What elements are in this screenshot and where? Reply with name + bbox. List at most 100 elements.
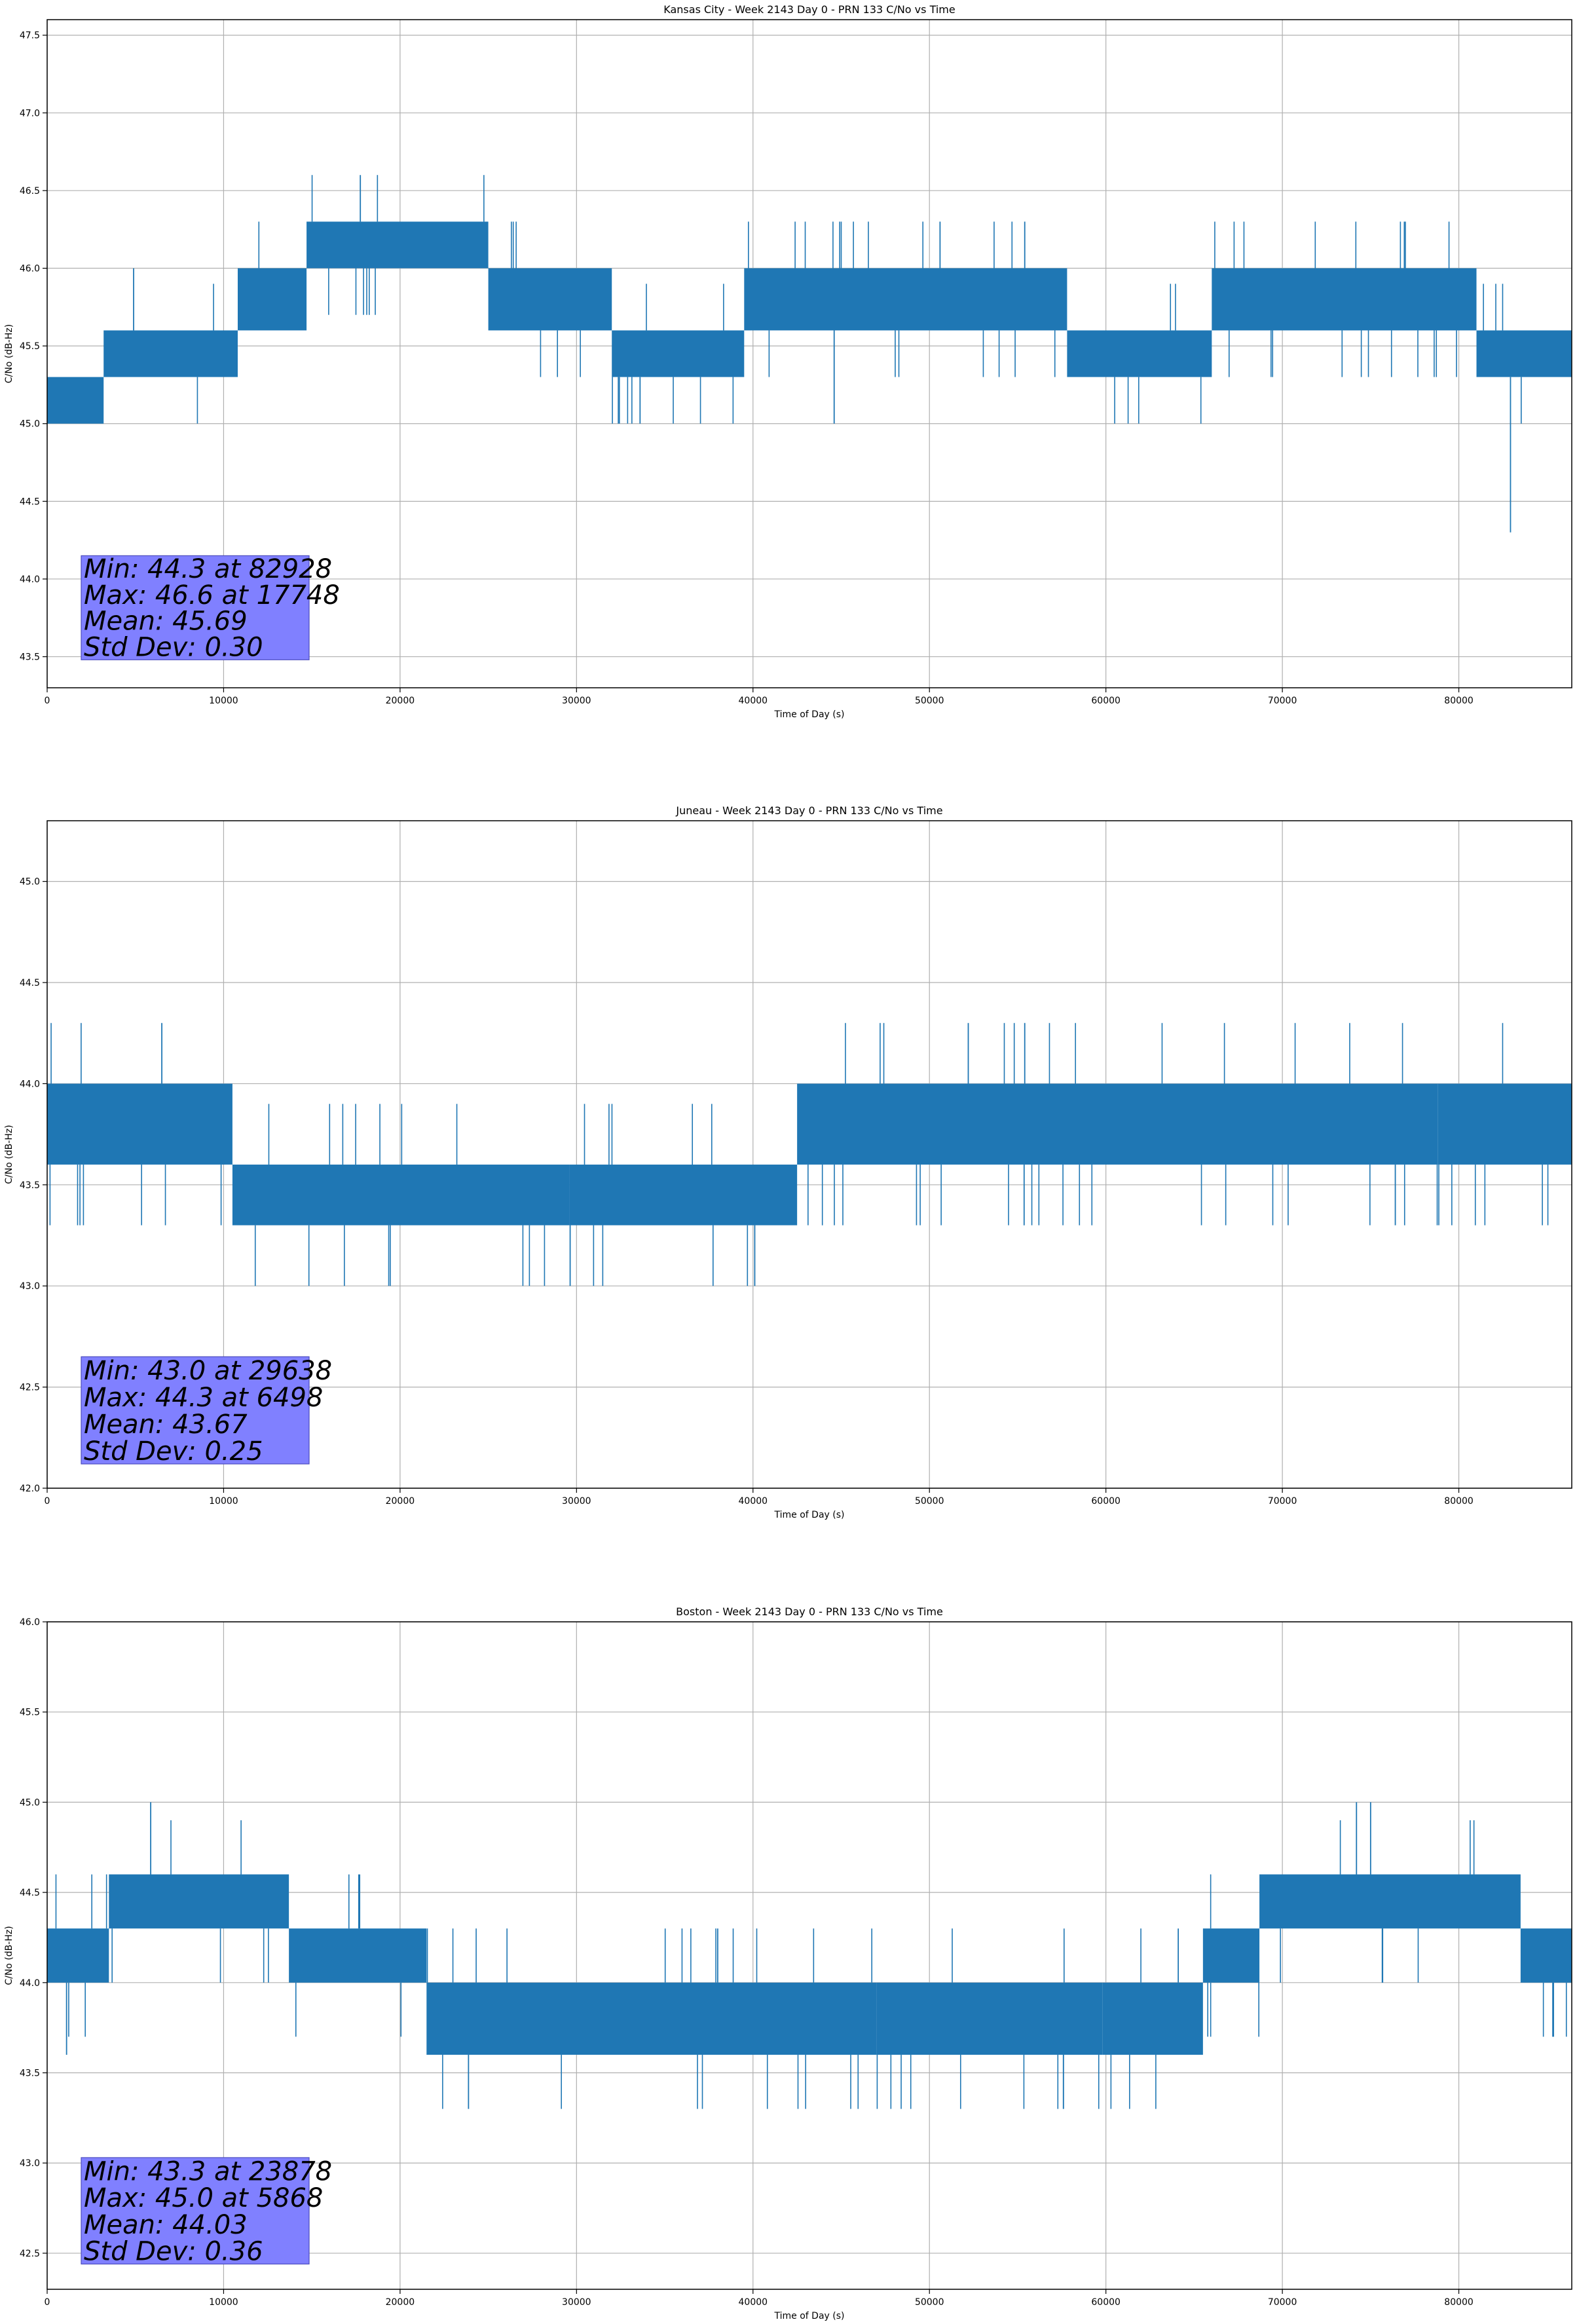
x-tick-label: 30000: [562, 1496, 591, 1507]
stats-line: Max: 45.0 at 5868: [84, 2183, 323, 2213]
series-band: [569, 1164, 798, 1226]
x-tick-label: 0: [45, 2297, 50, 2308]
x-tick-label: 40000: [739, 696, 768, 706]
x-tick-label: 30000: [562, 2297, 591, 2308]
y-tick-label: 43.0: [20, 2158, 40, 2169]
y-tick-label: 45.5: [20, 1708, 40, 1718]
chart-title: Juneau - Week 2143 Day 0 - PRN 133 C/No …: [675, 804, 942, 817]
x-tick-label: 20000: [386, 696, 415, 706]
x-tick-label: 10000: [209, 1496, 238, 1507]
series-band: [103, 330, 238, 377]
axes-frame: [46, 1621, 1572, 2290]
chart-title: Kansas City - Week 2143 Day 0 - PRN 133 …: [663, 3, 955, 16]
y-tick-label: 44.5: [20, 1888, 40, 1898]
stats-line: Mean: 45.69: [84, 607, 248, 637]
x-tick-label: 60000: [1091, 2297, 1121, 2308]
x-tick-label: 40000: [739, 2297, 768, 2308]
series-band: [238, 268, 307, 331]
chart-title: Boston - Week 2143 Day 0 - PRN 133 C/No …: [676, 1605, 943, 1618]
y-tick-label: 45.0: [20, 877, 40, 888]
x-tick-label: 60000: [1091, 1496, 1121, 1507]
x-tick-label: 20000: [386, 1496, 415, 1507]
stats-line: Std Dev: 0.30: [84, 632, 263, 662]
y-tick-label: 45.0: [20, 419, 40, 430]
series-band: [744, 268, 1067, 331]
x-tick-label: 70000: [1268, 2297, 1297, 2308]
stats-box: [81, 2157, 310, 2265]
series-band: [1476, 330, 1572, 377]
series-band: [306, 221, 489, 269]
series-line: [47, 1022, 1572, 1286]
series-band: [1520, 1928, 1572, 1983]
chart-1: 0 10000 20000 30000 40000 50000 60000 70000 8000…: [4, 804, 1572, 1520]
x-tick-label: 80000: [1444, 2297, 1474, 2308]
x-tick-label: 80000: [1444, 696, 1474, 706]
y-tick-label: 45.0: [20, 1797, 40, 1808]
chart-0: 0 10000 20000 30000 40000 50000 60000 70000 8000…: [4, 3, 1572, 720]
x-axis-label: Time of Day (s): [774, 1510, 845, 1520]
stats-line: Min: 43.3 at 23878: [84, 2157, 332, 2187]
y-tick-label: 46.5: [20, 186, 40, 197]
x-axis-label: Time of Day (s): [774, 2311, 845, 2321]
y-tick-label: 46.0: [20, 1617, 40, 1628]
series-band: [876, 1982, 1103, 2055]
series-band: [1102, 1982, 1203, 2055]
series-band: [612, 330, 745, 377]
series-band: [232, 1164, 570, 1226]
x-tick-label: 80000: [1444, 1496, 1474, 1507]
stats-line: Mean: 44.03: [84, 2210, 248, 2240]
series-band: [797, 1083, 1438, 1165]
series-band: [1067, 330, 1212, 377]
y-axis-label: C/No (dB-Hz): [4, 1125, 14, 1184]
y-tick-label: 45.5: [20, 341, 40, 352]
stats-line: Mean: 43.67: [84, 1410, 248, 1440]
series-band: [289, 1928, 427, 1983]
series-band: [1212, 268, 1477, 331]
series-band: [47, 1083, 232, 1165]
series-band: [109, 1874, 289, 1929]
y-tick-label: 42.5: [20, 2249, 40, 2259]
x-tick-label: 10000: [209, 696, 238, 706]
y-tick-label: 43.5: [20, 1180, 40, 1191]
stats-line: Std Dev: 0.25: [84, 1436, 263, 1467]
y-tick-label: 42.0: [20, 1484, 40, 1494]
stats-line: Min: 44.3 at 82928: [84, 554, 332, 584]
stats-line: Max: 46.6 at 17748: [84, 580, 340, 610]
x-tick-label: 60000: [1091, 696, 1121, 706]
y-tick-label: 44.0: [20, 574, 40, 585]
axes-frame: [46, 820, 1572, 1489]
y-tick-label: 44.0: [20, 1978, 40, 1989]
x-tick-label: 50000: [915, 696, 944, 706]
y-tick-label: 47.0: [20, 108, 40, 119]
stats-line: Max: 44.3 at 6498: [84, 1383, 323, 1413]
x-tick-label: 0: [45, 696, 50, 706]
y-axis-label: C/No (dB-Hz): [4, 1926, 14, 1985]
stats-box: [81, 1356, 310, 1465]
x-tick-label: 20000: [386, 2297, 415, 2308]
x-axis-label: Time of Day (s): [774, 709, 845, 720]
x-tick-label: 30000: [562, 696, 591, 706]
axes-frame: [46, 19, 1572, 688]
series-band: [47, 377, 104, 424]
series-band: [1202, 1928, 1260, 1983]
y-tick-label: 43.0: [20, 1281, 40, 1292]
stats-box: [81, 555, 310, 660]
y-tick-label: 43.5: [20, 652, 40, 663]
y-tick-label: 44.5: [20, 497, 40, 507]
x-tick-label: 10000: [209, 2297, 238, 2308]
y-tick-label: 43.5: [20, 2069, 40, 2079]
chart-2: 0 10000 20000 30000 40000 50000 60000 70000 8000…: [4, 1605, 1572, 2321]
series-band: [488, 268, 612, 331]
series-band: [47, 1928, 109, 1983]
series-line: [47, 1802, 1572, 2109]
x-tick-label: 70000: [1268, 696, 1297, 706]
stats-line: Min: 43.0 at 29638: [84, 1356, 332, 1386]
series-line: [47, 175, 1572, 533]
y-tick-label: 42.5: [20, 1383, 40, 1393]
y-axis-label: C/No (dB-Hz): [4, 324, 14, 383]
series-band: [1259, 1874, 1521, 1929]
stats-line: Std Dev: 0.36: [84, 2236, 263, 2266]
y-tick-label: 44.5: [20, 978, 40, 988]
series-band: [1438, 1083, 1572, 1165]
